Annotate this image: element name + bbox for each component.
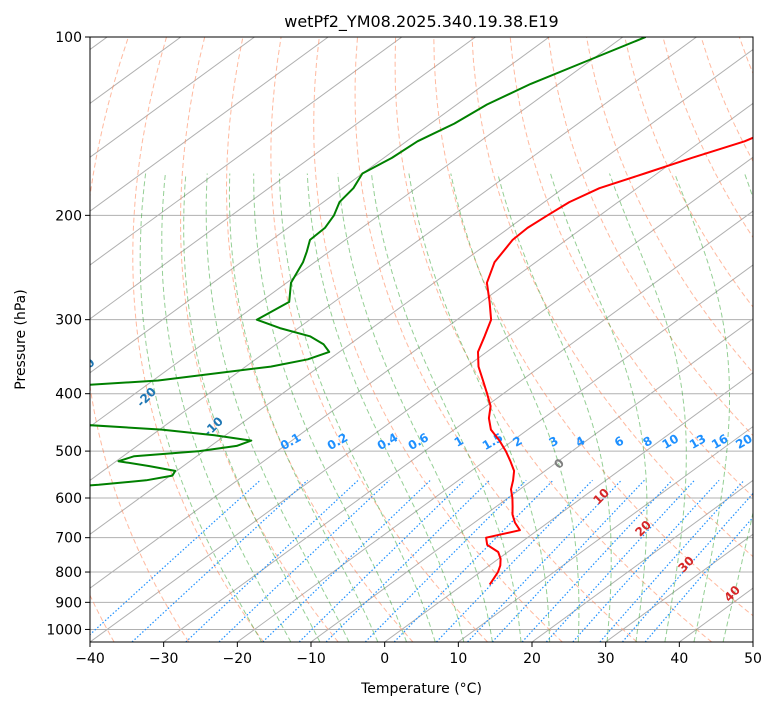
moist-adiabat-line (306, 173, 465, 642)
isotherm-line (90, 37, 697, 482)
y-tick-label: 700 (55, 531, 82, 547)
moist-adiabat-line (450, 173, 580, 642)
moist-adiabat-line (371, 173, 522, 642)
dry-adiabat-line (313, 37, 563, 642)
moist-adiabat-line (253, 173, 407, 642)
isotherm-line (90, 37, 255, 158)
y-tick-label: 500 (55, 444, 82, 460)
y-tick-label: 900 (55, 595, 82, 611)
grid-lines (90, 37, 753, 642)
moist-adiabat-line (205, 173, 350, 642)
dry-adiabat-line (509, 37, 753, 498)
y-tick-label: 600 (55, 491, 82, 507)
isotherm-line (237, 264, 753, 642)
dry-adiabat-line (132, 37, 264, 642)
dry-adiabat-line (394, 37, 713, 642)
y-tick-label: 100 (55, 30, 82, 46)
y-axis-label: Pressure (hPa) (13, 289, 29, 389)
mixing-ratio-line (325, 479, 491, 642)
mixing-ratio-line (90, 479, 261, 636)
dry-adiabat-label: -30 (72, 355, 97, 380)
isotherm-line (384, 372, 753, 642)
x-tick-label: −10 (296, 651, 326, 667)
moist-adiabats (139, 173, 753, 642)
y-tick-label: 400 (55, 387, 82, 403)
mixing-ratio-lines (90, 479, 753, 642)
dry-adiabat-line (586, 37, 753, 374)
isotherm-line (90, 37, 476, 320)
dry-adiabat-line (270, 37, 488, 642)
x-tick-label: 10 (449, 651, 467, 667)
mixing-ratio-line (393, 479, 554, 642)
isotherm-line (90, 48, 753, 535)
x-tick-label: 50 (744, 651, 762, 667)
moist-adiabat-line (497, 173, 612, 642)
x-axis-ticks: −40 −30 −20 −10 0 10 20 30 40 50 (75, 642, 762, 667)
x-tick-label: −30 (149, 651, 179, 667)
isotherm-line (458, 425, 753, 642)
isotherm-line (90, 37, 550, 374)
moist-adiabat-line (161, 173, 292, 642)
mixing-ratio-line (621, 492, 753, 642)
y-tick-label: 800 (55, 565, 82, 581)
isotherm-line (90, 37, 329, 212)
moist-adiabat-line (183, 173, 321, 642)
y-tick-label: 1000 (46, 622, 82, 638)
dry-adiabats (90, 37, 753, 642)
plot-area: -100-90-80-70-60-50-40-30-20-10010203040… (72, 37, 754, 642)
mixing-ratio-line (491, 479, 645, 642)
y-tick-label: 300 (55, 313, 82, 329)
isotherm-line (310, 318, 753, 642)
temperature-profile-line (477, 136, 753, 586)
isotherm-line (90, 156, 753, 642)
mixing-ratio-label: 20 (733, 431, 754, 451)
dewpoint-profile-line (90, 37, 647, 487)
mixing-ratio-line (364, 479, 527, 642)
x-tick-label: 30 (597, 651, 615, 667)
dry-adiabat-line (624, 37, 753, 308)
x-tick-label: −20 (223, 651, 253, 667)
dry-adiabat-line (471, 37, 753, 558)
mixing-ratio-line (218, 479, 390, 642)
y-tick-label: 200 (55, 208, 82, 224)
mixing-ratio-line (467, 479, 622, 642)
mixing-ratio-line (545, 479, 695, 642)
moist-adiabat-line (139, 173, 263, 642)
isotherm-line (90, 37, 403, 266)
mixing-ratio-line (435, 479, 593, 642)
isotherm-line (163, 210, 753, 642)
x-tick-label: 20 (523, 651, 541, 667)
chart-title: wetPf2_YM08.2025.340.19.38.E19 (284, 12, 558, 32)
mixing-ratio-line (572, 479, 720, 642)
moist-adiabat-line (337, 173, 493, 642)
dry-adiabat-line (90, 37, 190, 642)
y-axis-ticks: 100 200 300 400 500 600 700 800 900 1000 (46, 30, 90, 638)
x-tick-label: 0 (380, 651, 389, 667)
moist-adiabat-line (228, 173, 379, 642)
isotherm-line (605, 533, 753, 642)
moist-adiabat-line (278, 173, 436, 642)
x-tick-label: −40 (75, 651, 105, 667)
dry-adiabat-line (225, 37, 414, 642)
moist-adiabat-line (550, 173, 648, 642)
x-axis-label: Temperature (°C) (360, 681, 482, 697)
profile-series (90, 37, 753, 586)
mixing-ratio-line (262, 479, 431, 642)
plot-frame (89, 36, 754, 643)
isotherm-line (90, 102, 753, 589)
mixing-ratio-line (521, 479, 673, 642)
isotherm-line (531, 479, 753, 642)
x-tick-label: 40 (670, 651, 688, 667)
mixing-ratio-line (131, 479, 309, 642)
mixing-ratio-line (599, 479, 745, 642)
